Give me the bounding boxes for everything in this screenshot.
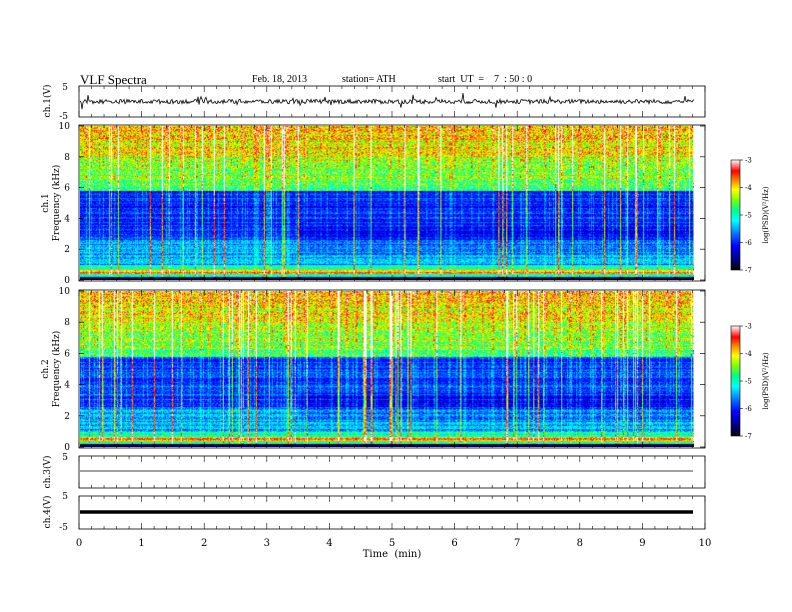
ch2-spectrogram-yticks: 0 2 4 6 8 10 [59, 287, 705, 453]
ch1-spectrogram-yticks: 0 2 4 6 8 10 [59, 122, 705, 286]
ch2-colorbar-tick-label: -6 [745, 405, 752, 413]
ch4-waveform-ylabel: ch.4(V) [42, 496, 53, 529]
ch2-ytick-label: 0 [64, 443, 70, 453]
ch2-colorbar [730, 325, 741, 437]
ch4-ytick-minus5: -5 [59, 523, 68, 533]
ch1-spectrogram-image [80, 126, 694, 280]
ch2-colorbar-tick-label: -5 [745, 378, 752, 386]
time-tick-label: 5 [389, 538, 395, 549]
time-tick-label: 8 [577, 538, 583, 549]
ch1-ytick-label: 10 [59, 122, 71, 132]
time-tick-label: 4 [326, 538, 332, 549]
ch1-ytick-label: 0 [64, 276, 70, 286]
time-tick-label: 3 [264, 538, 270, 549]
time-axis-ticks [78, 86, 706, 529]
ch2-spectrogram [80, 291, 694, 447]
ch1-ytick-label: 2 [64, 245, 70, 255]
ch1-ytick-label: 6 [64, 184, 70, 194]
ch2-colorbar-tick-label: -3 [745, 323, 752, 331]
ch1-colorbar-tick-label: -6 [745, 239, 752, 247]
ch2-ytick-label: 4 [64, 381, 70, 391]
time-tick-label: 9 [639, 538, 645, 549]
time-tick-label: 7 [514, 538, 520, 549]
ch1-spectrogram-ylabel: Frequency (kHz) [51, 165, 62, 242]
ch1-ytick-label: 8 [64, 153, 70, 163]
ch2-spectrogram-ylabel: Frequency (kHz) [51, 331, 62, 408]
ch2-colorbar-label: log(PSD)(V²/Hz) [762, 352, 770, 409]
ch3-waveform-ylabel: ch.3(V) [42, 456, 53, 489]
time-axis-tick-labels: 0 1 2 3 4 5 6 7 8 9 10 [76, 538, 712, 549]
ch1-colorbar-tick-label: -5 [745, 212, 752, 220]
start-ut-label: start UT = 7 : 50 : 0 [438, 74, 533, 85]
ch1-colorbar-tick-label: -3 [745, 157, 752, 165]
ch2-colorbar-ticks: -3 -4 -5 -6 -7 [740, 323, 752, 441]
ch1-spectrogram [80, 126, 694, 280]
time-tick-label: 6 [451, 538, 457, 549]
ch1-colorbar-ticks: -3 -4 -5 -6 -7 [740, 157, 752, 275]
time-axis-label: Time (min) [363, 549, 422, 560]
ch1-waveform-trace [79, 92, 695, 110]
ch1-ytick-label: 4 [64, 214, 70, 224]
date-label: Feb. 18, 2013 [252, 74, 307, 85]
ch1-colorbar-label: log(PSD)(V²/Hz) [762, 186, 770, 243]
chart-title: VLF Spectra [80, 72, 147, 87]
ch1-colorbar-tick-label: -7 [745, 267, 752, 275]
ch1-ytick-minus5: -5 [59, 112, 68, 122]
ch2-ytick-label: 2 [64, 412, 70, 422]
station-label: station= ATH [342, 74, 396, 85]
ch1-ytick-5: 5 [62, 83, 68, 93]
ch2-ytick-label: 6 [64, 349, 70, 359]
ch2-colorbar-tick-label: -4 [745, 350, 752, 358]
ch4-ytick-5: 5 [62, 492, 68, 502]
ch2-spectrogram-channel-label: ch.2 [41, 359, 51, 378]
time-tick-label: 10 [699, 538, 712, 549]
ch2-ytick-label: 8 [64, 318, 70, 328]
ch1-spectrogram-channel-label: ch.1 [41, 193, 51, 212]
ch1-colorbar-tick-label: -4 [745, 184, 752, 192]
ch2-spectrogram-image [80, 291, 694, 447]
time-tick-label: 0 [76, 538, 82, 549]
time-tick-label: 1 [138, 538, 144, 549]
ch2-ytick-label: 10 [59, 287, 71, 297]
time-tick-label: 2 [201, 538, 207, 549]
ch1-waveform-ylabel: ch.1(V) [42, 85, 53, 118]
ch3-ytick-5: 5 [62, 453, 68, 463]
ch2-colorbar-tick-label: -7 [745, 433, 752, 441]
ch1-colorbar [730, 159, 741, 271]
